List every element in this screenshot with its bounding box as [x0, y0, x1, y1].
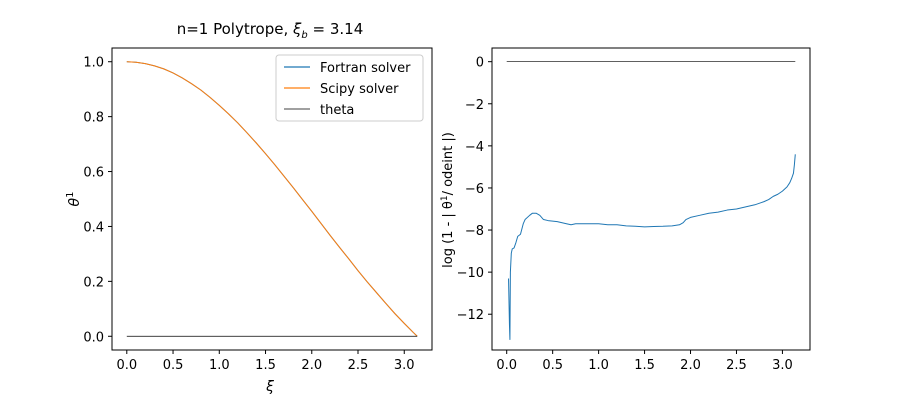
left-chart: n=1 Polytrope, ξb = 3.14 0.0 0.5 1.0 1.5 2.0… [65, 20, 433, 395]
left-y-tick-label: 0.8 [83, 111, 104, 126]
left-x-tick-label: 0.0 [116, 358, 137, 373]
right-x-ticks: 0.0 0.5 1.0 1.5 2.0 2.5 3.0 [496, 350, 793, 373]
left-y-tick-label: 0.6 [83, 166, 104, 181]
left-x-axis-label: ξ [265, 379, 274, 395]
right-x-tick-label: 0.5 [542, 358, 563, 373]
legend-label-theta: theta [320, 103, 354, 118]
right-plot-lines [506, 61, 796, 340]
left-x-tick-label: 2.0 [301, 358, 322, 373]
legend-label-fortran: Fortran solver [320, 61, 411, 76]
right-x-tick-label: 3.0 [772, 358, 793, 373]
left-y-ticks: 0.0 0.2 0.4 0.6 0.8 1.0 [83, 56, 112, 345]
legend-box [275, 54, 424, 122]
right-y-tick-label: −8 [465, 224, 484, 239]
right-x-tick-label: 1.5 [634, 358, 655, 373]
right-x-tick-label: 0.0 [496, 358, 517, 373]
left-chart-title: n=1 Polytrope, ξb = 3.14 [177, 20, 364, 41]
right-axes-frame [491, 47, 811, 351]
left-axes-frame [111, 47, 433, 351]
legend-label-scipy: Scipy solver [320, 82, 399, 97]
left-plot-lines [126, 61, 418, 337]
right-y-axis-label: log (1 - | θ1/ odeint |) [440, 132, 456, 268]
left-x-tick-label: 0.5 [163, 358, 184, 373]
left-x-tick-label: 1.5 [255, 358, 276, 373]
left-y-tick-label: 0.2 [83, 275, 104, 290]
right-chart: 0.0 0.5 1.0 1.5 2.0 2.5 3.0 0 −2 −4 −6 −8 −10 −12 lo… [440, 47, 811, 373]
right-y-tick-label: −6 [465, 182, 484, 197]
right-x-tick-label: 2.5 [726, 358, 747, 373]
right-y-tick-label: −2 [465, 98, 484, 113]
left-x-tick-label: 3.0 [394, 358, 415, 373]
left-series-line-1 [126, 61, 418, 337]
right-y-tick-label: −10 [457, 266, 484, 281]
left-y-axis-label: θ1 [65, 192, 83, 207]
left-y-tick-label: 0.0 [83, 330, 104, 345]
left-x-ticks: 0.0 0.5 1.0 1.5 2.0 2.5 3.0 [116, 350, 415, 373]
right-x-tick-label: 2.0 [680, 358, 701, 373]
left-x-tick-label: 2.5 [348, 358, 369, 373]
right-y-tick-label: −12 [457, 308, 484, 323]
right-series-line-0 [508, 154, 796, 340]
left-y-tick-label: 0.4 [83, 220, 104, 235]
left-x-tick-label: 1.0 [209, 358, 230, 373]
right-y-tick-label: 0 [476, 56, 484, 71]
left-y-tick-label: 1.0 [83, 56, 104, 71]
right-y-ticks: 0 −2 −4 −6 −8 −10 −12 [457, 56, 492, 323]
right-x-tick-label: 1.0 [588, 358, 609, 373]
right-y-tick-label: −4 [465, 140, 484, 155]
legend: Fortran solver Scipy solver theta [275, 54, 424, 122]
